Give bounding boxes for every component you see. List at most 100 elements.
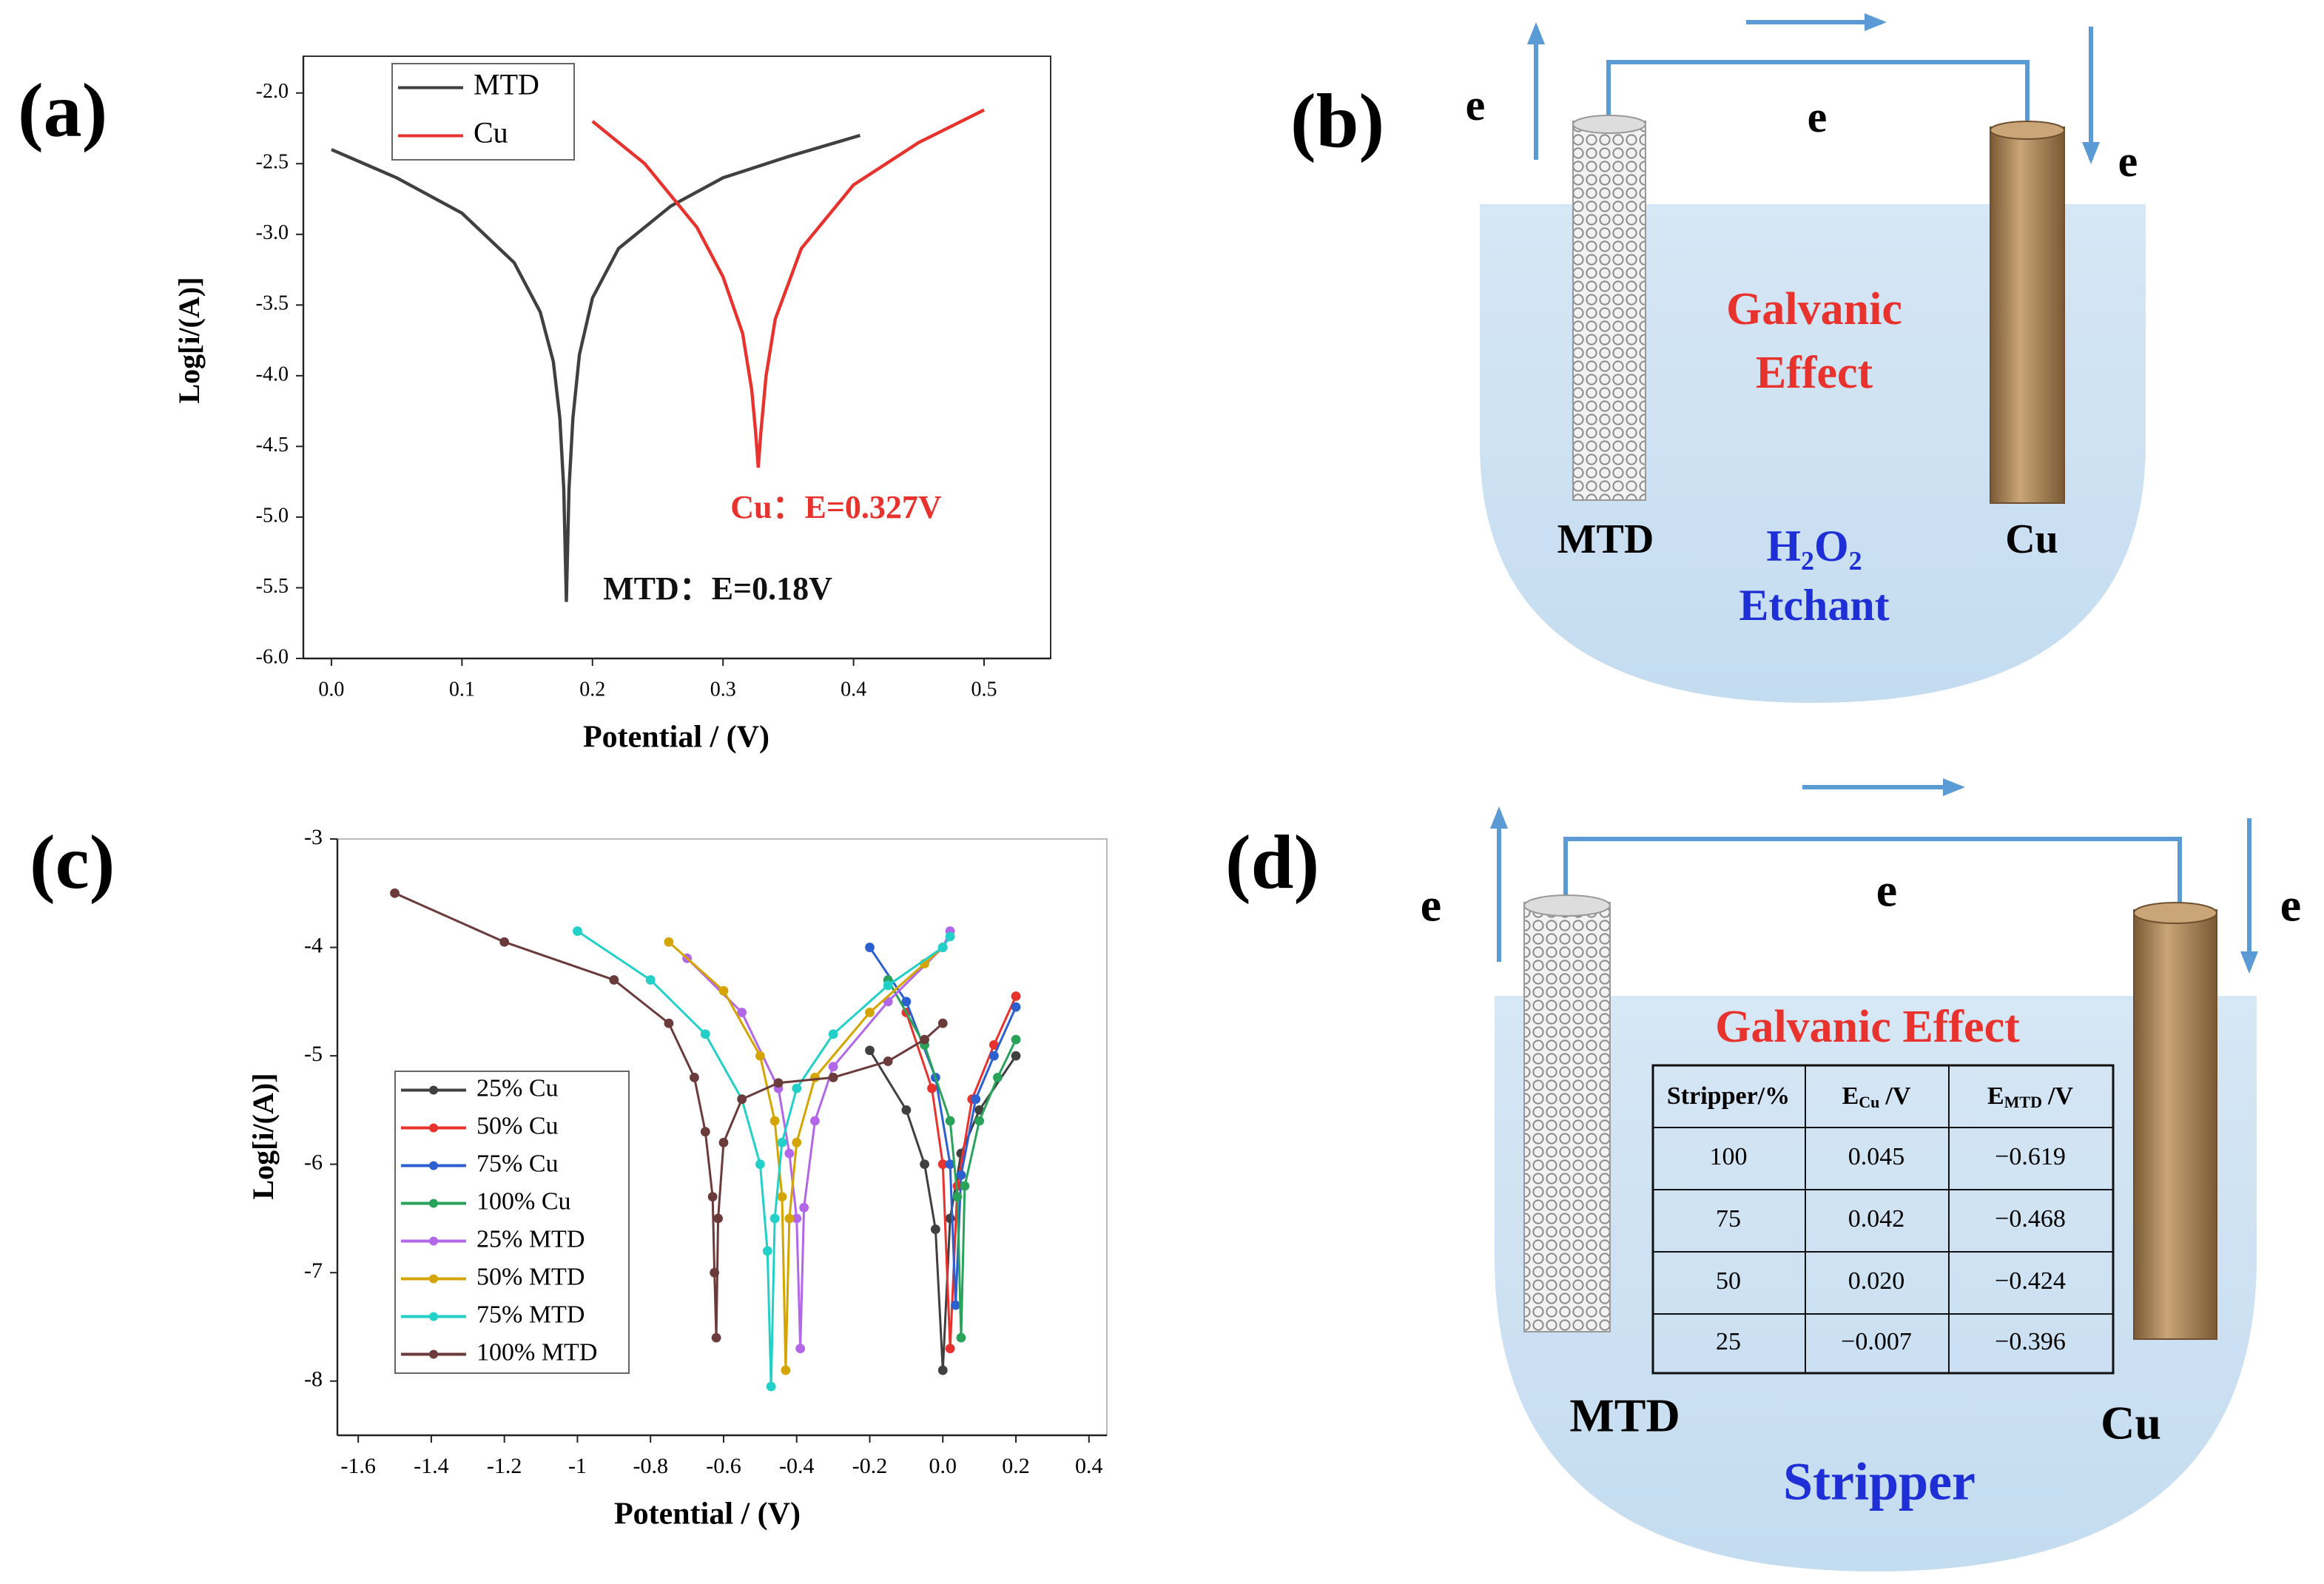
series-marker [645,975,656,985]
series-marker [810,1073,820,1082]
annotation: Cu：E=0.327V [730,489,942,525]
header-main: E [1987,1082,2004,1110]
legend-label: 100% Cu [476,1187,571,1215]
electrode-label: MTD [1557,516,1654,562]
solution-label: Etchant [1739,581,1889,630]
legend-label: 50% MTD [476,1263,585,1290]
series-marker [956,1170,966,1180]
series-marker [865,1008,875,1017]
cu-electrode [2133,909,2217,1340]
cu-electrode [1990,127,2065,504]
x-axis-title: Potential / (V) [583,721,769,755]
y-tick-label: -4.0 [256,363,289,385]
legend-label: 25% MTD [476,1225,585,1253]
x-tick-label: 0.0 [929,1454,957,1478]
series-marker [766,1381,776,1392]
series-marker [718,1137,729,1147]
panel-label: (b) [1290,78,1384,164]
series-marker [755,1051,765,1061]
table-header: EMTD/V [1987,1082,2073,1111]
electron-label: e [2118,137,2138,186]
series-marker [974,1116,985,1126]
x-tick-label: -0.2 [852,1454,888,1478]
table-cell: −0.007 [1841,1328,1912,1355]
y-tick-label: -3.0 [256,221,289,244]
series-line [591,108,986,468]
table-cell: −0.619 [1995,1143,2066,1170]
series-marker [927,1083,937,1093]
series-marker [795,1344,806,1354]
y-tick-label: -6.0 [256,645,289,668]
x-tick-label: -1.4 [414,1454,449,1478]
series-line [686,930,952,1349]
x-axis-title: Potential / (V) [614,1497,801,1531]
series-marker [945,1344,955,1354]
y-tick-label: -5 [304,1042,323,1066]
series-marker [664,937,674,947]
effect-label: Galvanic [1726,284,1902,334]
legend-label: 75% Cu [476,1150,559,1177]
table-cell: 25 [1716,1328,1741,1355]
x-tick-label: 0.4 [841,678,866,701]
electron-label: e [1876,864,1897,917]
series-marker [737,1094,747,1105]
y-tick-label: -4 [304,933,323,957]
legend-box [394,1071,630,1374]
legend-box [391,63,575,161]
electrode-label: Cu [2101,1397,2161,1449]
series-marker [755,1159,765,1170]
series-marker [974,1105,985,1115]
electrode-top [2133,902,2217,924]
electrode-label: Cu [2005,516,2058,562]
x-tick-label: -0.6 [706,1454,741,1478]
series-marker [901,997,912,1007]
x-tick-label: -0.8 [633,1454,668,1478]
electrode-label: MTD [1569,1389,1680,1442]
annotation: MTD：E=0.18V [603,570,832,607]
electrode-top [1572,115,1646,134]
series-marker [690,1073,699,1082]
legend-marker [429,1161,438,1170]
series-marker [1011,991,1021,1001]
solution-label: Stripper [1783,1452,1976,1511]
table-cell: −0.468 [1995,1205,2066,1233]
effect-label: Effect [1756,348,1873,398]
series-marker [945,1116,955,1126]
header-main: E [1842,1082,1859,1110]
effect-label: Galvanic Effect [1715,1002,2020,1052]
series-marker [700,1127,710,1137]
series-marker [707,1192,718,1202]
series-marker [713,1213,723,1224]
series-marker [737,1008,747,1017]
legend-marker [429,1312,438,1321]
x-tick-label: 0.5 [971,678,997,701]
solution-label: H₂O₂ [1766,522,1862,570]
series-marker [960,1181,970,1191]
series-line [667,941,944,1371]
series-marker [930,1224,940,1234]
y-tick-label: -8 [304,1367,323,1392]
x-tick-label: 0.0 [318,678,344,701]
series-marker [937,1159,948,1170]
y-tick-label: -5.5 [256,575,289,598]
y-tick-label: -5.0 [256,504,289,527]
table-header: Stripper/% [1667,1082,1790,1110]
legend-marker [429,1199,438,1208]
electrode-top [1990,121,2065,140]
x-tick-label: -0.4 [779,1454,815,1478]
beaker [1495,996,2257,1571]
series-marker [992,1073,1003,1082]
legend-label: 50% Cu [476,1112,559,1139]
series-marker [951,1300,960,1310]
series-marker [762,1246,772,1256]
series-marker [920,1034,929,1045]
series-marker [883,980,893,991]
table-cell: 0.042 [1848,1205,1905,1233]
series-marker [989,1040,999,1050]
y-tick-label: -6 [304,1150,323,1175]
series-marker [1011,1034,1021,1045]
series-marker [784,1148,795,1159]
x-tick-label: 0.4 [1075,1454,1103,1478]
series-marker [937,943,948,952]
